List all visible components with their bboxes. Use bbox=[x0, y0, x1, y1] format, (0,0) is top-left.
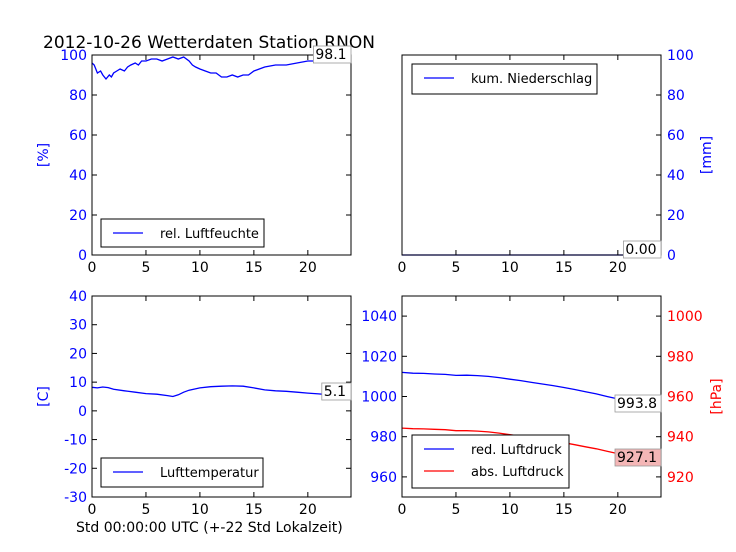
y-tick-label: 1040 bbox=[361, 309, 397, 325]
annotation-label: 0.00 bbox=[625, 242, 656, 258]
y-tick-label: 980 bbox=[370, 430, 397, 446]
y-tick-label: 960 bbox=[667, 390, 694, 406]
annotation-box bbox=[312, 45, 352, 64]
x-axis-label: Std 00:00:00 UTC (+-22 Std Lokalzeit) bbox=[76, 520, 343, 536]
plot-frame bbox=[91, 54, 352, 256]
y-tick-label: 1000 bbox=[667, 309, 703, 325]
x-tick-label: 10 bbox=[191, 502, 209, 518]
y-tick-label: 60 bbox=[667, 128, 685, 144]
panel-pressure: 0 5 10 15 20 960 980 1000 1020 1040 920 940 960 980 10… bbox=[361, 295, 725, 518]
y-tick-label: 20 bbox=[69, 346, 87, 362]
y-tick-label: 920 bbox=[667, 470, 694, 486]
x-tick-label: 0 bbox=[398, 502, 407, 518]
x-tick-label: 10 bbox=[501, 260, 519, 276]
legend-label: red. Luftdruck bbox=[471, 443, 562, 458]
x-tick-label: 10 bbox=[191, 260, 209, 276]
panel-humidity: 0 5 10 15 20 0 20 40 60 80 100 [%] rel. Luftfeuchte 9… bbox=[36, 45, 352, 276]
y-tick-label: 0 bbox=[667, 248, 676, 264]
y-tick-label: 80 bbox=[69, 88, 87, 104]
series-line-temperature bbox=[91, 385, 352, 398]
legend-box bbox=[411, 63, 598, 95]
y-axis-label: [%] bbox=[36, 143, 52, 167]
y-tick-label: 0 bbox=[78, 404, 87, 420]
annotation-box bbox=[623, 240, 662, 259]
y-tick-label: 40 bbox=[69, 168, 87, 184]
annotation-label: 98.1 bbox=[315, 47, 346, 63]
legend-label: abs. Luftdruck bbox=[471, 465, 564, 480]
y-axis-label: [hPa] bbox=[709, 378, 725, 414]
x-tick-label: 15 bbox=[245, 502, 263, 518]
y-tick-label: 20 bbox=[69, 208, 87, 224]
y-tick-label: 0 bbox=[78, 248, 87, 264]
y-tick-label: 100 bbox=[60, 48, 87, 64]
y-tick-label: 30 bbox=[69, 318, 87, 334]
y-tick-label: 960 bbox=[370, 470, 397, 486]
x-tick-label: 15 bbox=[245, 260, 263, 276]
y-tick-label: 40 bbox=[69, 289, 87, 305]
legend-box bbox=[411, 434, 570, 489]
annotation-label: 927.1 bbox=[617, 450, 657, 466]
x-tick-label: 20 bbox=[609, 260, 627, 276]
x-tick-label: 10 bbox=[501, 502, 519, 518]
y-tick-label: 980 bbox=[667, 349, 694, 365]
panel-precipitation: 0 5 10 15 20 0 20 40 60 80 100 [mm] kum. Niederschla… bbox=[398, 48, 715, 276]
x-tick-label: 20 bbox=[299, 502, 317, 518]
annotation-box bbox=[614, 448, 662, 467]
x-tick-label: 15 bbox=[555, 260, 573, 276]
legend-label: Lufttemperatur bbox=[160, 466, 259, 481]
x-tick-label: 0 bbox=[88, 260, 97, 276]
annotation-box bbox=[614, 394, 662, 413]
y-tick-label: 20 bbox=[667, 208, 685, 224]
series-line-humidity bbox=[91, 56, 352, 81]
legend-label: rel. Luftfeuchte bbox=[160, 227, 259, 242]
y-tick-label: 940 bbox=[667, 430, 694, 446]
y-tick-label: 100 bbox=[667, 48, 694, 64]
legend-label: kum. Niederschlag bbox=[471, 72, 592, 87]
y-axis-label: [mm] bbox=[699, 136, 715, 174]
annotation-box bbox=[321, 382, 352, 401]
x-tick-label: 5 bbox=[141, 502, 150, 518]
x-tick-label: 20 bbox=[299, 260, 317, 276]
chart-title: 2012-10-26 Wetterdaten Station RNON bbox=[43, 33, 375, 53]
x-tick-label: 15 bbox=[555, 502, 573, 518]
x-tick-label: 0 bbox=[88, 502, 97, 518]
x-tick-label: 20 bbox=[609, 502, 627, 518]
annotation-label: 5.1 bbox=[324, 384, 346, 400]
y-tick-label: -10 bbox=[64, 433, 87, 449]
y-tick-label: 1000 bbox=[361, 390, 397, 406]
y-tick-label: 1020 bbox=[361, 349, 397, 365]
x-tick-label: 5 bbox=[141, 260, 150, 276]
plot-frame bbox=[401, 54, 662, 256]
annotation-label: 993.8 bbox=[617, 396, 657, 412]
y-tick-label: -30 bbox=[64, 490, 87, 506]
x-tick-label: 0 bbox=[398, 260, 407, 276]
y-tick-label: 80 bbox=[667, 88, 685, 104]
y-axis-label: [C] bbox=[36, 386, 52, 407]
panel-temperature: 0 5 10 15 20 -30 -20 -10 0 10 20 30 40 [C] Lufttempera… bbox=[36, 289, 352, 518]
x-tick-label: 5 bbox=[451, 502, 460, 518]
y-tick-label: -20 bbox=[64, 461, 87, 477]
y-tick-label: 60 bbox=[69, 128, 87, 144]
x-tick-label: 5 bbox=[451, 260, 460, 276]
y-tick-label: 10 bbox=[69, 375, 87, 391]
y-tick-label: 40 bbox=[667, 168, 685, 184]
